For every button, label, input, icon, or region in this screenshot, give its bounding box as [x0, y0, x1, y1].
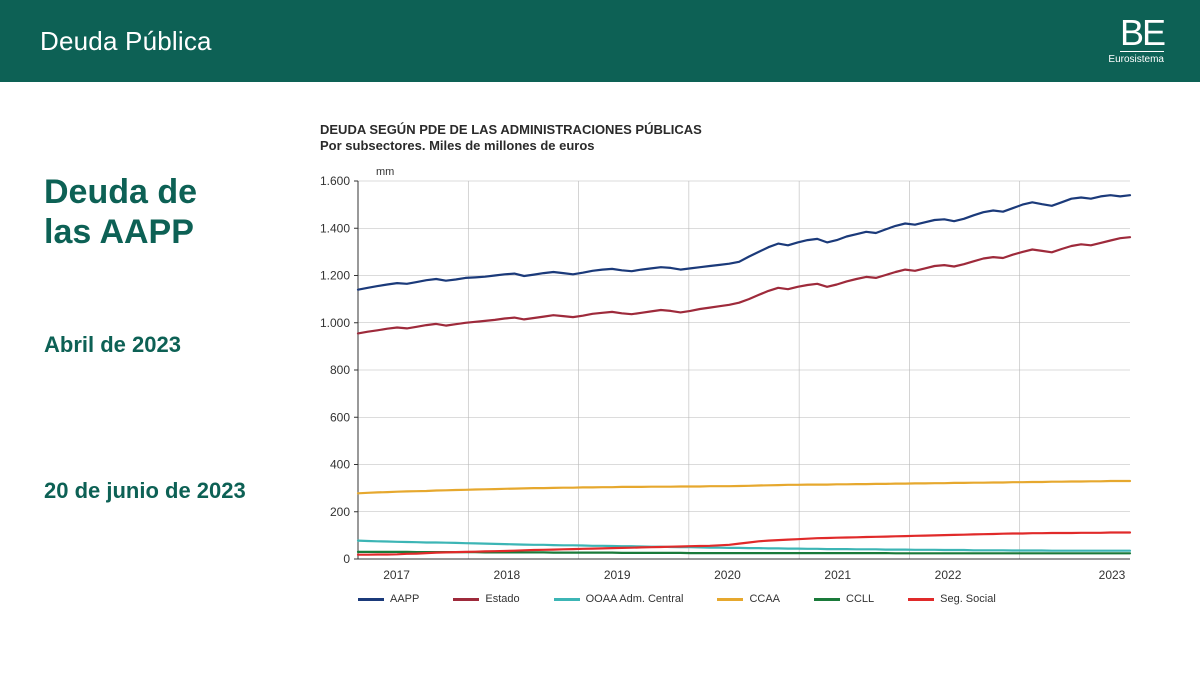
legend-item: AAPP [358, 593, 419, 605]
subtitle-period: Abril de 2023 [44, 332, 280, 358]
legend-swatch [453, 598, 479, 601]
legend-label: Estado [485, 593, 519, 605]
chart-title-2: Por subsectores. Miles de millones de eu… [320, 138, 1160, 153]
legend-label: CCLL [846, 593, 874, 605]
legend-label: Seg. Social [940, 593, 996, 605]
legend-swatch [908, 598, 934, 601]
legend-item: Estado [453, 593, 519, 605]
legend-item: OOAA Adm. Central [554, 593, 684, 605]
legend-swatch [717, 598, 743, 601]
legend: AAPP Estado OOAA Adm. Central CCAA CCLL Seg. … [358, 593, 1160, 605]
body: Deuda de las AAPP Abril de 2023 20 de ju… [0, 82, 1200, 675]
logo-be-text: BE [1120, 17, 1164, 52]
legend-swatch [358, 598, 384, 601]
legend-item: Seg. Social [908, 593, 996, 605]
svg-text:2021: 2021 [824, 568, 851, 582]
plot-wrap: 0 200 400 600 800 1.000 1.200 1.400 1.600 mm 2017 2… [300, 159, 1140, 589]
svg-text:2019: 2019 [604, 568, 631, 582]
legend-label: CCAA [749, 593, 780, 605]
chart-title-1: DEUDA SEGÚN PDE DE LAS ADMINISTRACIONES … [320, 122, 1160, 137]
legend-swatch [814, 598, 840, 601]
svg-text:mm: mm [376, 166, 394, 178]
header-bar: Deuda Pública BE Eurosistema [0, 0, 1200, 82]
svg-text:2017: 2017 [383, 568, 410, 582]
left-panel: Deuda de las AAPP Abril de 2023 20 de ju… [0, 82, 300, 675]
svg-text:1.000: 1.000 [320, 316, 350, 330]
svg-text:2023: 2023 [1099, 568, 1126, 582]
svg-text:800: 800 [330, 363, 350, 377]
legend-label: AAPP [390, 593, 419, 605]
svg-text:1.400: 1.400 [320, 221, 350, 235]
svg-text:200: 200 [330, 505, 350, 519]
svg-text:600: 600 [330, 410, 350, 424]
legend-swatch [554, 598, 580, 601]
logo-subtext: Eurosistema [1108, 54, 1164, 65]
legend-label: OOAA Adm. Central [586, 593, 684, 605]
line-chart-svg: 0 200 400 600 800 1.000 1.200 1.400 1.600 mm 2017 2… [300, 159, 1140, 589]
chart-titles: DEUDA SEGÚN PDE DE LAS ADMINISTRACIONES … [320, 122, 1160, 153]
svg-text:2020: 2020 [714, 568, 741, 582]
main-title-line2: las AAPP [44, 213, 194, 251]
legend-item: CCLL [814, 593, 874, 605]
svg-text:1.600: 1.600 [320, 174, 350, 188]
main-title: Deuda de las AAPP [44, 172, 280, 252]
main-title-line1: Deuda de [44, 173, 197, 211]
svg-text:2018: 2018 [494, 568, 521, 582]
svg-text:400: 400 [330, 458, 350, 472]
header-title: Deuda Pública [40, 26, 212, 57]
chart-panel: DEUDA SEGÚN PDE DE LAS ADMINISTRACIONES … [300, 82, 1200, 675]
logo: BE Eurosistema [1108, 17, 1164, 65]
svg-text:0: 0 [343, 552, 350, 566]
svg-text:1.200: 1.200 [320, 269, 350, 283]
subtitle-date: 20 de junio de 2023 [44, 478, 280, 504]
legend-item: CCAA [717, 593, 780, 605]
svg-text:2022: 2022 [935, 568, 962, 582]
